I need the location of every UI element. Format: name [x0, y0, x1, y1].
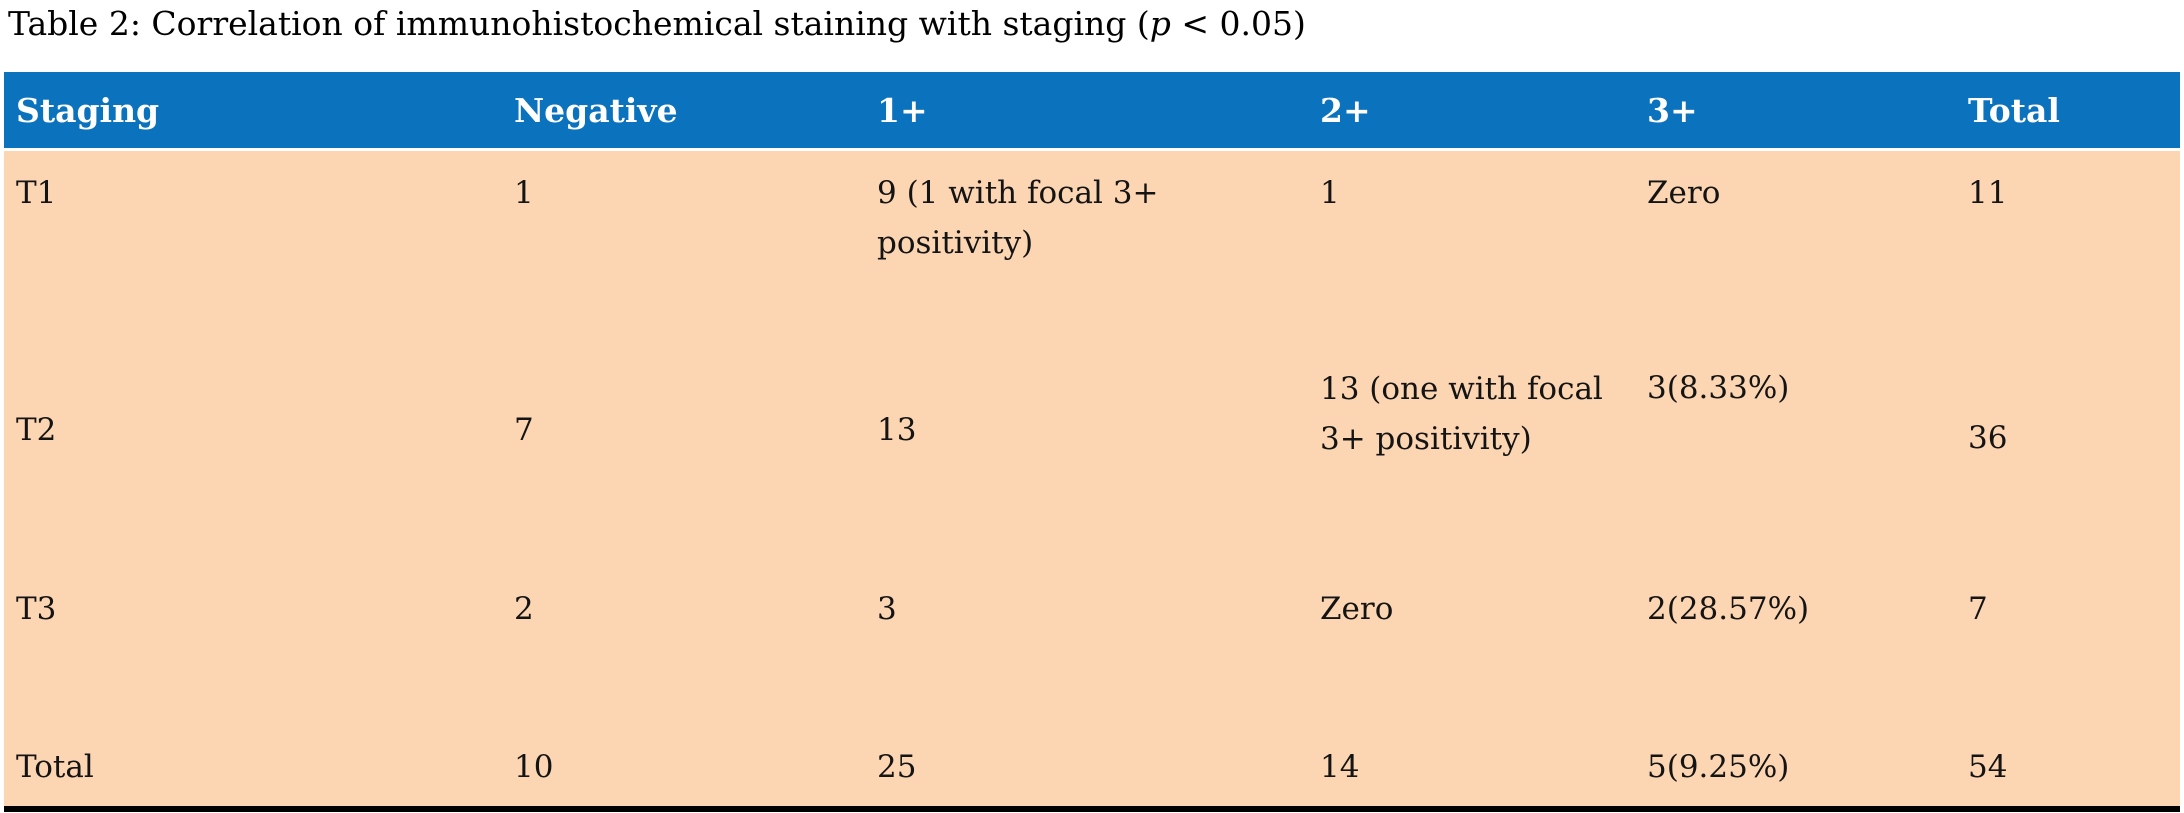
cell-totalrow-total: 54	[1956, 701, 2180, 809]
table-header-row: Staging Negative 1+ 2+ 3+ Total	[4, 72, 2180, 151]
cell-totalrow-2plus: 14	[1308, 701, 1635, 809]
cell-t1-negative: 1	[502, 149, 865, 311]
table-row-t3: T3 2 3 Zero 2(28.57%) 7	[4, 518, 2180, 701]
col-header-1plus: 1+	[865, 72, 1308, 151]
cell-t2-3plus: 3(8.33%)	[1635, 311, 1956, 518]
cell-t2-negative: 7	[502, 311, 865, 518]
cell-t1-3plus: Zero	[1635, 149, 1956, 311]
cell-t1-1plus: 9 (1 with focal 3+ positivity)	[865, 149, 1308, 311]
cell-t3-2plus: Zero	[1308, 518, 1635, 701]
cell-totalrow-staging: Total	[4, 701, 502, 809]
cell-t1-total: 11	[1956, 149, 2180, 311]
caption-text: Table 2: Correlation of immunohistochemi…	[8, 4, 1150, 43]
cell-t1-staging: T1	[4, 149, 502, 311]
cell-t3-total: 7	[1956, 518, 2180, 701]
caption-p-value: < 0.05)	[1170, 4, 1306, 43]
col-header-total: Total	[1956, 72, 2180, 151]
table-row-t1: T1 1 9 (1 with focal 3+ positivity) 1 Ze…	[4, 149, 2180, 311]
col-header-staging: Staging	[4, 72, 502, 151]
cell-totalrow-negative: 10	[502, 701, 865, 809]
cell-totalrow-1plus: 25	[865, 701, 1308, 809]
col-header-2plus: 2+	[1308, 72, 1635, 151]
cell-t2-total: 36	[1956, 311, 2180, 518]
col-header-3plus: 3+	[1635, 72, 1956, 151]
table-row-t2: T2 7 13 13 (one with focal 3+ positivity…	[4, 311, 2180, 518]
cell-t3-negative: 2	[502, 518, 865, 701]
staging-correlation-table: Staging Negative 1+ 2+ 3+ Total T1 1 9 (…	[4, 72, 2180, 812]
cell-t2-staging: T2	[4, 311, 502, 518]
cell-t2-2plus: 13 (one with focal 3+ positivity)	[1308, 311, 1635, 518]
table-row-total: Total 10 25 14 5(9.25%) 54	[4, 701, 2180, 809]
cell-t1-2plus: 1	[1308, 149, 1635, 311]
cell-t3-staging: T3	[4, 518, 502, 701]
table-caption: Table 2: Correlation of immunohistochemi…	[8, 4, 1306, 43]
cell-totalrow-3plus: 5(9.25%)	[1635, 701, 1956, 809]
cell-t2-1plus: 13	[865, 311, 1308, 518]
cell-t3-1plus: 3	[865, 518, 1308, 701]
caption-p-variable: p	[1149, 4, 1171, 43]
col-header-negative: Negative	[502, 72, 865, 151]
cell-t3-3plus: 2(28.57%)	[1635, 518, 1956, 701]
